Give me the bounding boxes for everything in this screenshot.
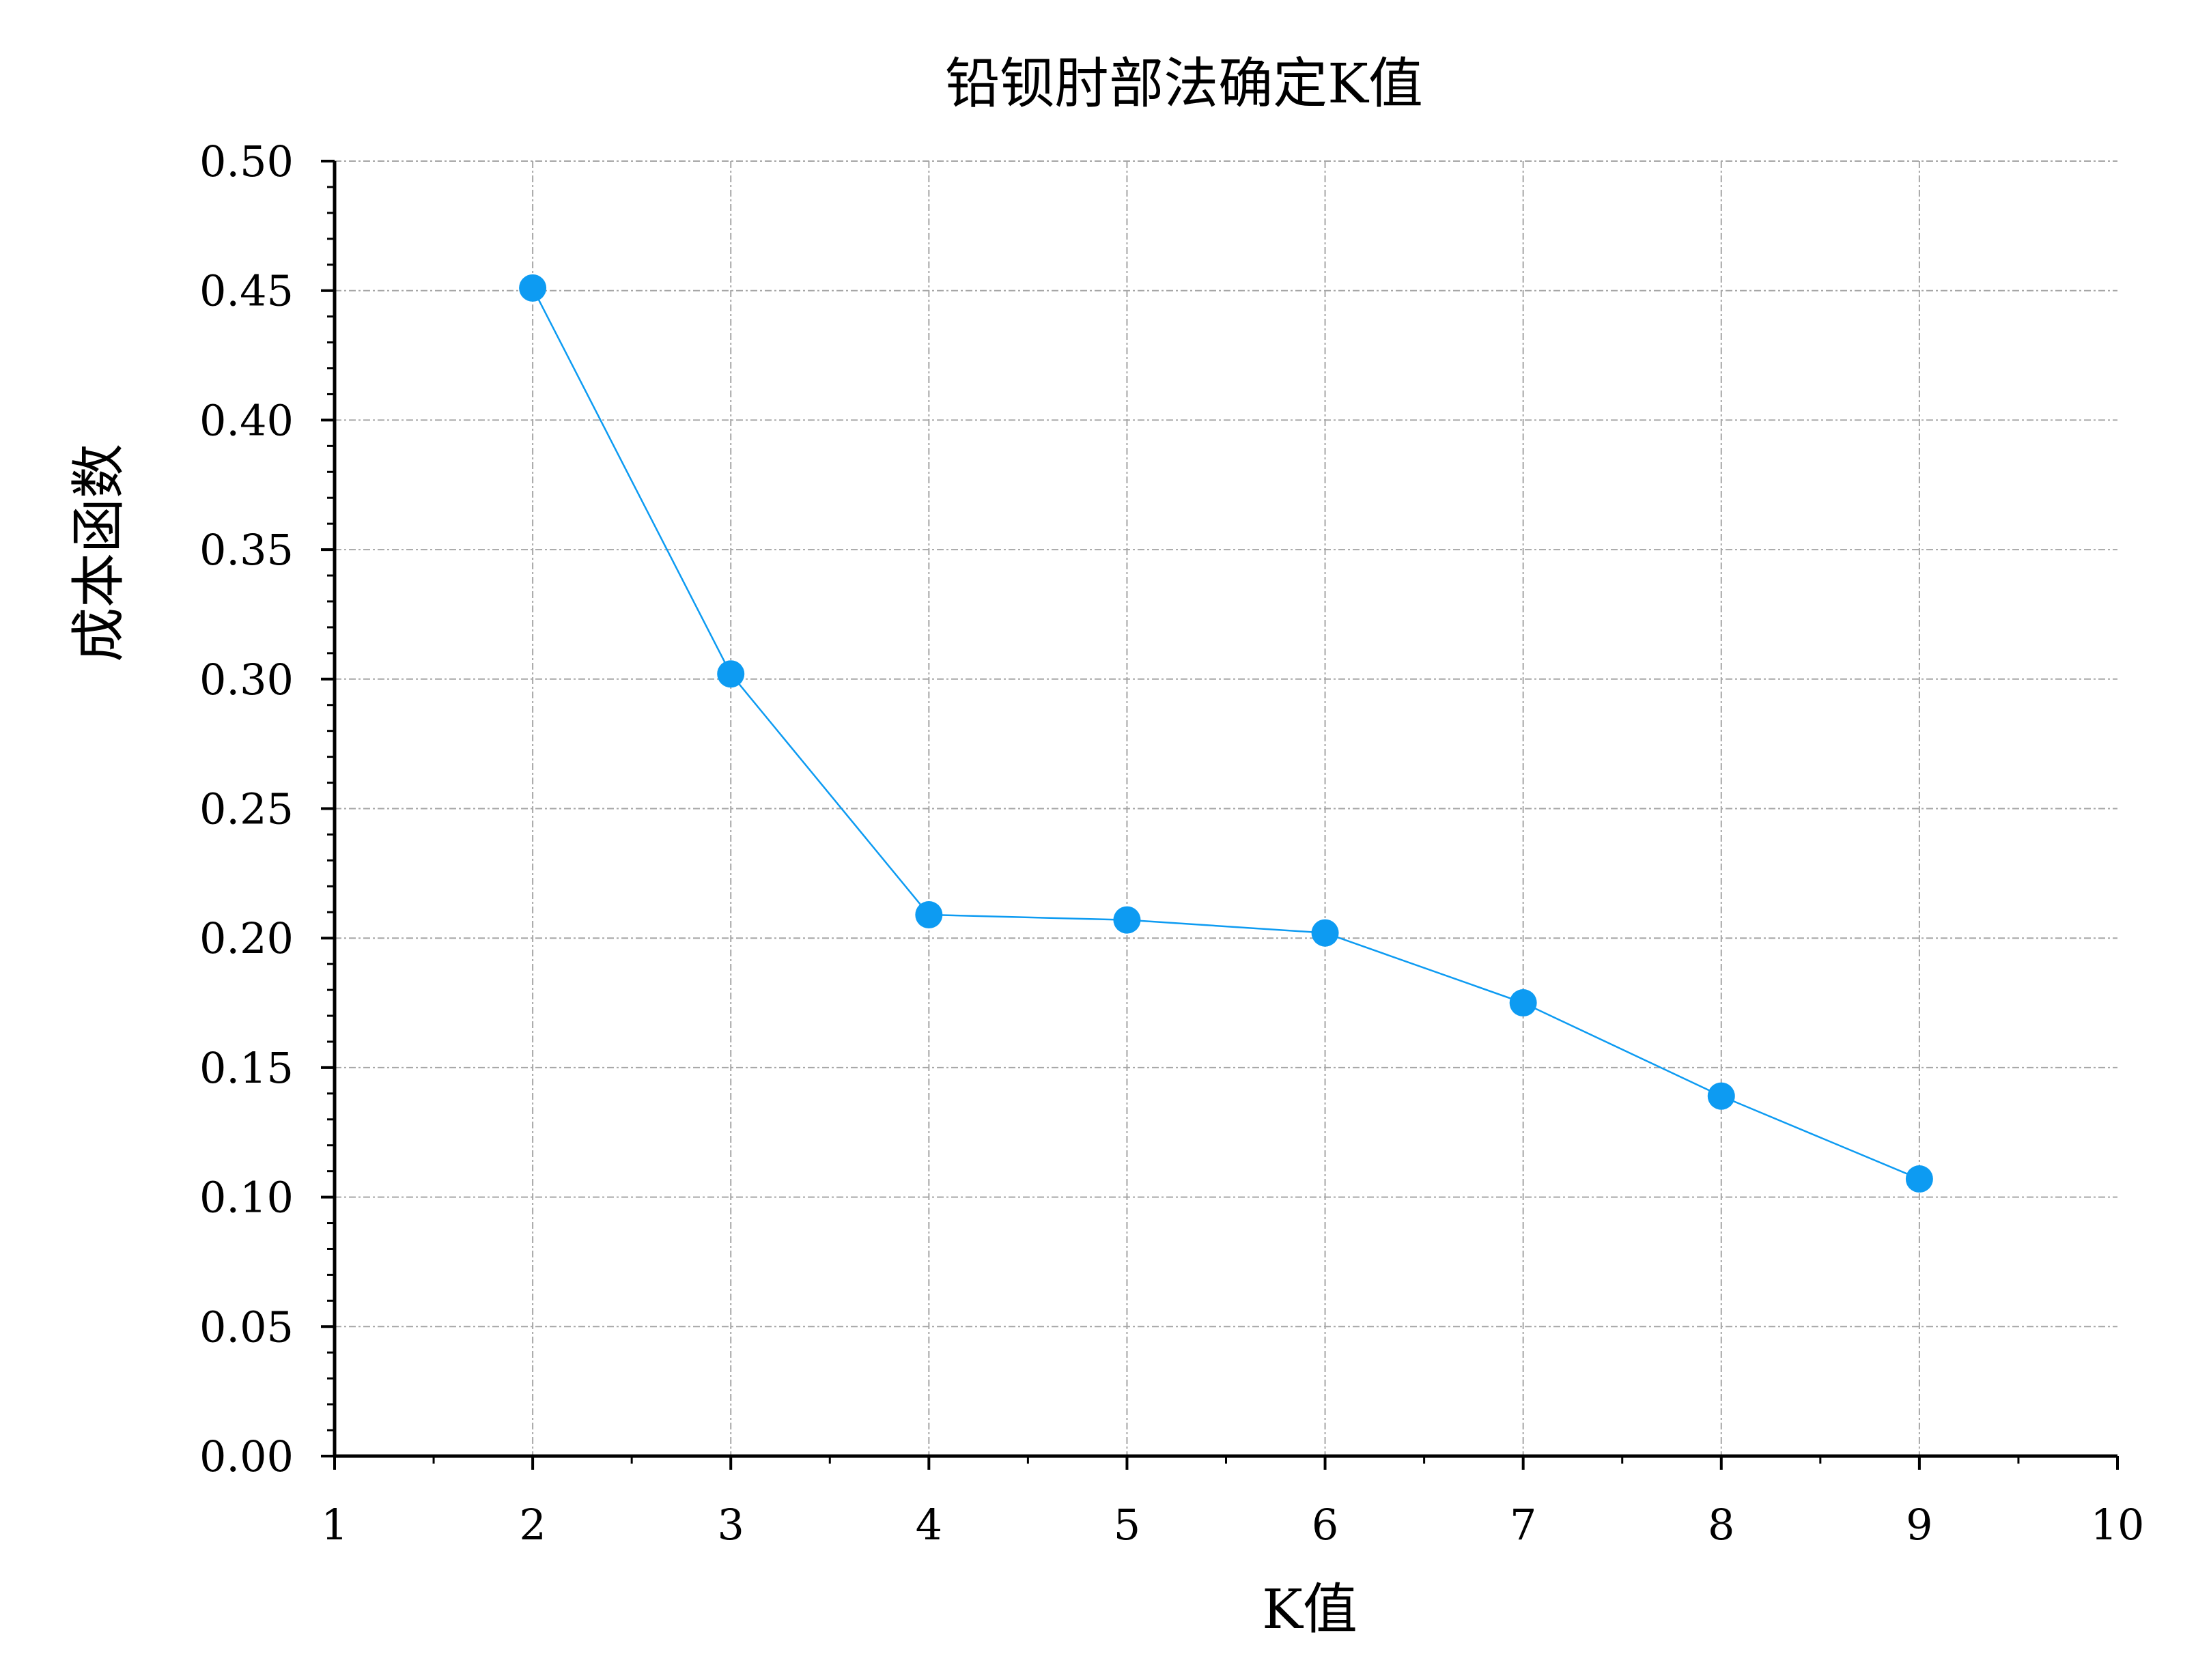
- y-tick-label: 0.25: [199, 784, 294, 834]
- y-tick-label: 0.45: [199, 266, 294, 316]
- y-tick-label: 0.15: [199, 1043, 294, 1093]
- x-tick-label: 3: [717, 1500, 744, 1550]
- y-tick-label: 0.20: [199, 913, 294, 963]
- data-point: [717, 660, 745, 688]
- y-tick-label: 0.40: [199, 395, 294, 445]
- data-point: [1311, 919, 1339, 947]
- data-point: [1509, 989, 1537, 1017]
- data-point: [1905, 1165, 1933, 1193]
- x-axis-title: K值: [1262, 1578, 1357, 1641]
- x-tick-label: 7: [1510, 1500, 1536, 1550]
- grid-lines: [335, 160, 2117, 1456]
- chart-title: 铅钡肘部法确定K值: [945, 52, 1423, 115]
- series-line: [531, 287, 1920, 1180]
- data-point: [1707, 1082, 1735, 1110]
- x-tick-label: 2: [519, 1500, 546, 1550]
- y-tick-label: 0.05: [199, 1302, 294, 1352]
- data-point: [915, 901, 943, 929]
- x-tick-label: 10: [2091, 1500, 2145, 1550]
- data-series: [519, 274, 1933, 1193]
- y-axis-title: 成本函数: [67, 444, 130, 662]
- x-tick-label: 1: [321, 1500, 348, 1550]
- x-tick-label: 6: [1312, 1500, 1338, 1550]
- x-tick-label: 5: [1114, 1500, 1140, 1550]
- data-point: [1113, 906, 1141, 934]
- x-axis-ticks: 1 2 3 4 5 6 7 8 9 10: [321, 1456, 2144, 1550]
- data-point: [519, 274, 547, 302]
- x-tick-label: 8: [1708, 1500, 1734, 1550]
- y-tick-label: 0.30: [199, 655, 294, 704]
- x-tick-label: 4: [916, 1500, 942, 1550]
- y-axis-ticks: 0.00 0.05 0.10 0.15 0.20 0.25 0.30 0.35 0.40 0.45…: [199, 137, 335, 1481]
- y-tick-label: 0.00: [199, 1432, 294, 1481]
- y-tick-label: 0.10: [199, 1173, 294, 1223]
- y-tick-label: 0.35: [199, 525, 294, 575]
- x-tick-label: 9: [1906, 1500, 1932, 1550]
- y-tick-label: 0.50: [199, 137, 294, 186]
